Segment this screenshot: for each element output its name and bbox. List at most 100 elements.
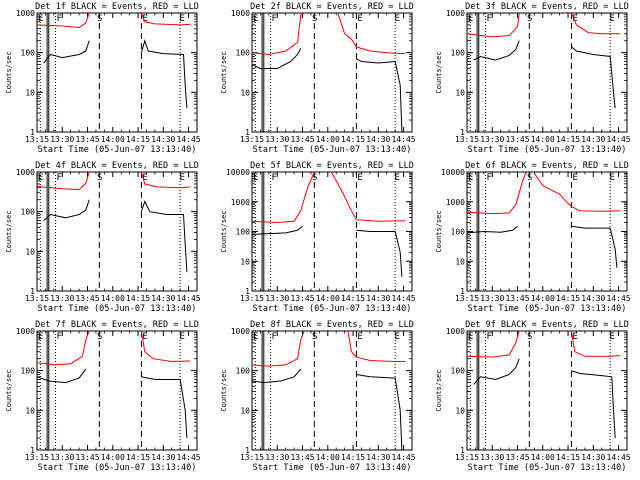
x-tick-label: 14:30 xyxy=(581,294,605,303)
plot-frame xyxy=(251,330,413,451)
x-tick-label: 14:30 xyxy=(151,453,175,462)
chart-panel-6: Det 6f BLACK = Events, RED = LLD Counts/s… xyxy=(435,161,631,314)
event-marker-label: F xyxy=(272,332,277,342)
x-tick-label: 14:15 xyxy=(341,135,365,144)
event-marker-label: E xyxy=(179,14,184,24)
x-tick-label: 14:00 xyxy=(316,453,340,462)
x-axis-label: Start Time (05-Jun-07 13:13:40) xyxy=(253,145,412,155)
x-tick-label: 13:45 xyxy=(505,135,529,144)
event-marker-label: S xyxy=(97,173,102,183)
x-tick-label: 14:15 xyxy=(556,294,580,303)
event-marker-label: E xyxy=(253,332,258,342)
plot-frame xyxy=(466,12,628,133)
x-tick-label: 13:45 xyxy=(505,294,529,303)
y-axis-label: Counts/sec xyxy=(435,51,443,93)
y-tick-label: 1000 xyxy=(16,327,35,336)
y-tick-label: 1000 xyxy=(16,168,35,177)
event-marker-label: S xyxy=(312,14,317,24)
y-tick-label: 1 xyxy=(245,446,250,455)
y-tick-label: 10 xyxy=(25,247,35,256)
series-line xyxy=(466,225,518,234)
chart-panel-3: Det 3f BLACK = Events, RED = LLD Counts/s… xyxy=(435,2,631,155)
plot-frame xyxy=(36,171,198,292)
x-tick-label: 14:30 xyxy=(581,453,605,462)
x-tick-label: 13:15 xyxy=(240,294,264,303)
x-tick-label: 14:00 xyxy=(531,453,555,462)
series-line xyxy=(473,358,520,385)
y-tick-label: 100 xyxy=(451,228,466,237)
x-tick-label: 13:45 xyxy=(290,135,314,144)
x-axis-label: Start Time (05-Jun-07 13:13:40) xyxy=(38,304,197,314)
y-tick-label: 1 xyxy=(460,128,465,137)
event-marker-label: F xyxy=(57,173,62,183)
y-tick-label: 100 xyxy=(451,49,466,58)
event-marker-label: S xyxy=(312,332,317,342)
y-tick-label: 10 xyxy=(25,406,35,415)
y-tick-label: 10 xyxy=(240,88,250,97)
event-marker-label: E xyxy=(357,14,362,24)
x-tick-label: 14:30 xyxy=(366,453,390,462)
y-tick-label: 10 xyxy=(455,257,465,266)
event-marker-label: E xyxy=(394,173,399,183)
series-line xyxy=(140,171,191,189)
event-marker-label: E xyxy=(179,173,184,183)
y-tick-label: 10000 xyxy=(226,168,250,177)
x-tick-label: 14:00 xyxy=(316,294,340,303)
x-tick-label: 14:30 xyxy=(151,294,175,303)
series-line xyxy=(466,330,520,358)
series-line xyxy=(43,199,90,221)
x-axis-label: Start Time (05-Jun-07 13:13:40) xyxy=(253,463,412,473)
x-tick-label: 14:45 xyxy=(392,294,416,303)
series-line xyxy=(533,173,621,212)
event-marker-label: E xyxy=(394,14,399,24)
event-marker-label: E xyxy=(357,332,362,342)
chart-title: Det 9f BLACK = Events, RED = LLD xyxy=(465,320,629,330)
x-tick-label: 14:00 xyxy=(316,135,340,144)
plot-frame xyxy=(36,12,198,133)
x-axis-label: Start Time (05-Jun-07 13:13:40) xyxy=(38,463,197,473)
chart-title: Det 1f BLACK = Events, RED = LLD xyxy=(35,2,199,12)
y-tick-label: 1 xyxy=(460,446,465,455)
x-tick-label: 14:15 xyxy=(341,453,365,462)
event-marker-label: F xyxy=(487,173,492,183)
series-line xyxy=(140,330,191,363)
y-axis-label: Counts/sec xyxy=(220,51,228,93)
x-tick-label: 14:30 xyxy=(366,294,390,303)
series-line xyxy=(141,376,188,439)
chart-title: Det 7f BLACK = Events, RED = LLD xyxy=(35,320,199,330)
x-tick-label: 13:30 xyxy=(480,135,504,144)
x-tick-label: 13:15 xyxy=(455,135,479,144)
x-tick-label: 14:30 xyxy=(151,135,175,144)
event-marker-label: F xyxy=(57,14,62,24)
y-tick-label: 1 xyxy=(30,446,35,455)
series-line xyxy=(140,38,188,109)
series-line xyxy=(571,370,616,439)
chart-panel-8: Det 8f BLACK = Events, RED = LLD Counts/s… xyxy=(220,320,416,473)
x-tick-label: 13:15 xyxy=(455,453,479,462)
chart-panel-1: Det 1f BLACK = Events, RED = LLD Counts/s… xyxy=(5,2,201,155)
y-axis-label: Counts/sec xyxy=(5,369,13,411)
x-tick-label: 14:00 xyxy=(101,294,125,303)
event-marker-label: E xyxy=(142,14,147,24)
series-line xyxy=(36,12,90,29)
chart-title: Det 5f BLACK = Events, RED = LLD xyxy=(250,161,414,171)
event-marker-label: F xyxy=(487,332,492,342)
x-tick-label: 14:45 xyxy=(177,453,201,462)
x-tick-label: 13:45 xyxy=(290,453,314,462)
x-tick-label: 14:15 xyxy=(126,294,150,303)
series-line xyxy=(140,200,188,273)
x-tick-label: 14:15 xyxy=(556,135,580,144)
y-axis-label: Counts/sec xyxy=(435,369,443,411)
y-tick-label: 1 xyxy=(245,128,250,137)
x-tick-label: 13:30 xyxy=(50,135,74,144)
y-tick-label: 1000 xyxy=(231,327,250,336)
x-tick-label: 13:45 xyxy=(505,453,529,462)
event-marker-label: S xyxy=(527,173,532,183)
x-axis-label: Start Time (05-Jun-07 13:13:40) xyxy=(38,145,197,155)
x-tick-label: 14:00 xyxy=(101,453,125,462)
series-line xyxy=(251,12,305,56)
y-tick-label: 100 xyxy=(236,49,251,58)
x-tick-label: 14:45 xyxy=(177,294,201,303)
y-tick-label: 100 xyxy=(21,208,36,217)
